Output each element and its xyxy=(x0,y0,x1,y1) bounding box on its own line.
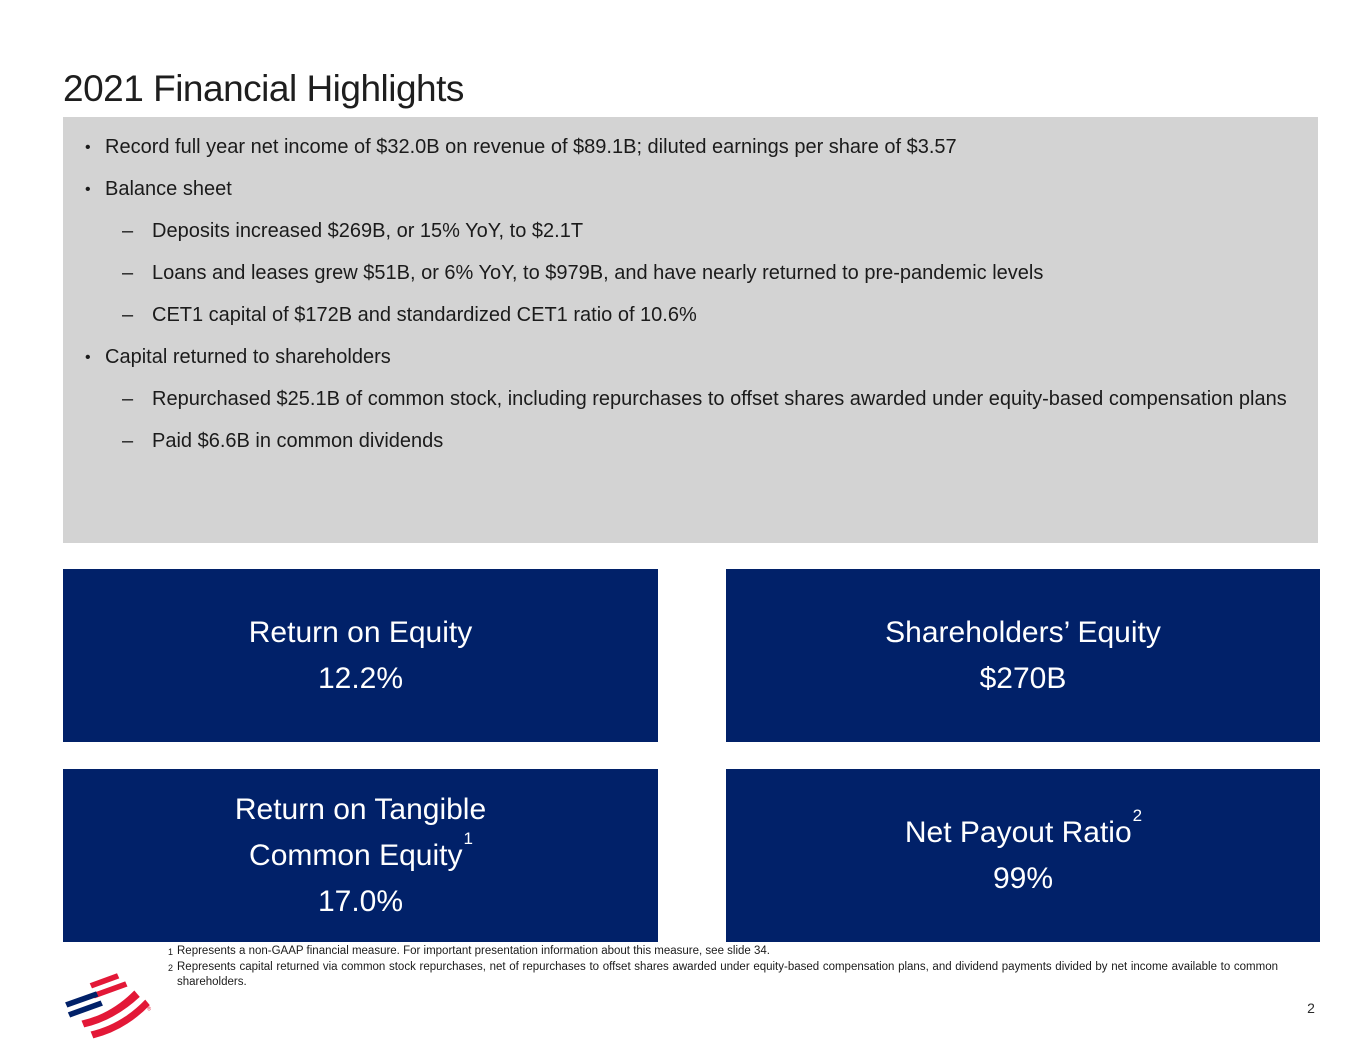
highlights-bullet-list: Record full year net income of $32.0B on… xyxy=(63,130,1292,459)
metric-value: 99% xyxy=(992,861,1054,895)
bullet-item: Capital returned to shareholders xyxy=(63,340,1292,375)
bullet-item: Record full year net income of $32.0B on… xyxy=(63,130,1292,165)
metric-box-net-payout-ratio: Net Payout Ratio2 99% xyxy=(726,769,1320,942)
metric-box-return-on-equity: Return on Equity 12.2% xyxy=(63,569,658,742)
footnote-marker: 2 xyxy=(168,962,174,973)
metric-value: $270B xyxy=(979,661,1067,695)
metric-value: 17.0% xyxy=(317,884,404,918)
metric-label: Common Equity1 xyxy=(249,828,473,872)
metric-value: 12.2% xyxy=(317,661,404,695)
metric-label: Return on Tangible xyxy=(234,792,487,826)
sub-bullet-item: CET1 capital of $172B and standardized C… xyxy=(63,298,1292,333)
bullet-item: Balance sheet xyxy=(63,172,1292,207)
page-title: 2021 Financial Highlights xyxy=(63,67,464,109)
highlights-panel: Record full year net income of $32.0B on… xyxy=(63,117,1318,543)
metric-label: Shareholders’ Equity xyxy=(885,615,1161,649)
footnote-reference: 2 xyxy=(1132,805,1143,825)
footnote-reference: 1 xyxy=(463,828,473,848)
metric-box-return-on-tangible-common-equity: Return on Tangible Common Equity1 17.0% xyxy=(63,769,658,942)
metric-label: Net Payout Ratio2 xyxy=(904,805,1143,849)
sub-bullet-item: Loans and leases grew $51B, or 6% YoY, t… xyxy=(63,256,1292,291)
footnote-2: 2 Represents capital returned via common … xyxy=(168,960,1278,991)
sub-bullet-item: Repurchased $25.1B of common stock, incl… xyxy=(63,382,1292,417)
logo-red-stripes xyxy=(81,973,150,1039)
metric-box-shareholders-equity: Shareholders’ Equity $270B xyxy=(726,569,1320,742)
footnotes: 1 Represents a non-GAAP financial measure… xyxy=(168,944,1278,991)
page-number: 2 xyxy=(1307,1000,1315,1016)
sub-bullet-item: Deposits increased $269B, or 15% YoY, to… xyxy=(63,214,1292,249)
footnote-text: Represents a non-GAAP financial measure.… xyxy=(177,945,770,957)
metric-grid: Return on Equity 12.2% Shareholders’ Equit… xyxy=(63,569,1320,942)
metric-label: Return on Equity xyxy=(248,615,473,649)
sub-bullet-item: Paid $6.6B in common dividends xyxy=(63,424,1292,459)
footnote-marker: 1 xyxy=(168,947,174,957)
footnote-text: Represents capital returned via common s… xyxy=(177,960,1278,989)
bank-of-america-logo: ® xyxy=(65,973,151,1039)
logo-blue-stripes xyxy=(65,991,103,1018)
footnote-1: 1 Represents a non-GAAP financial measure… xyxy=(168,944,1278,960)
registered-mark: ® xyxy=(147,1006,151,1013)
